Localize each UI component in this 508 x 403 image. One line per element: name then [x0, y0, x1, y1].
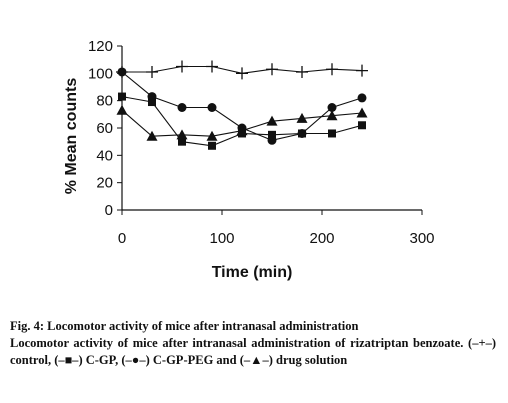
caption-text-cgp-peg: ) C-GP-PEG and ( [145, 353, 244, 367]
data-point-plus [296, 65, 308, 78]
data-point-triangle [176, 129, 188, 140]
caption-text-control: ) control, ( [10, 336, 496, 367]
data-point-circle [327, 103, 337, 112]
y-tick-label: 80 [96, 93, 113, 110]
x-tick-label: 0 [118, 230, 126, 247]
data-point-triangle [266, 115, 278, 126]
data-point-plus [356, 64, 368, 77]
data-point-square [358, 121, 366, 130]
x-tick-label: 200 [309, 230, 334, 247]
data-point-square [328, 129, 336, 138]
data-point-triangle [296, 112, 308, 123]
data-point-circle [177, 103, 187, 112]
legend-symbol-cgp: –■– [58, 353, 79, 367]
data-point-plus [236, 67, 248, 80]
caption-text-drug: ) drug solution [268, 353, 348, 367]
figure-caption: Fig. 4: Locomotor activity of mice after… [10, 318, 496, 369]
data-point-triangle [146, 130, 158, 141]
caption-title: Fig. 4: Locomotor activity of mice after… [10, 319, 359, 333]
y-tick-label: 100 [88, 65, 113, 82]
legend-symbol-cgp-peg: –●– [125, 353, 146, 367]
series-square [118, 92, 366, 150]
data-point-circle [207, 103, 217, 112]
series-line-square [121, 96, 363, 147]
data-point-circle [117, 67, 127, 77]
data-point-circle [147, 92, 157, 102]
data-point-circle [267, 135, 277, 145]
data-point-plus [206, 60, 218, 73]
x-tick-label: 100 [209, 230, 234, 247]
data-point-square [148, 98, 156, 107]
y-tick-label: 20 [96, 175, 113, 192]
labels-layer: 0 20 40 60 80 100 120 0 100 200 300 Time (min) % Mea… [63, 38, 435, 281]
series-layer [116, 60, 368, 150]
axes [117, 45, 423, 215]
data-point-triangle [356, 107, 368, 118]
series-triangle [116, 104, 368, 141]
data-point-triangle [206, 130, 218, 141]
x-axis-title: Time (min) [212, 264, 293, 281]
data-point-plus [176, 60, 188, 73]
y-tick-label: 120 [88, 38, 113, 55]
data-point-square [178, 137, 186, 146]
data-point-triangle [236, 125, 248, 136]
data-point-triangle [116, 104, 128, 115]
caption-text-start: Locomotor activity of mice after intrana… [10, 336, 473, 350]
data-point-plus [326, 63, 338, 76]
series-plus [116, 60, 368, 80]
legend-symbol-drug: –▲– [243, 353, 269, 367]
data-point-triangle [326, 110, 338, 121]
data-point-square [208, 141, 216, 150]
caption-body: Locomotor activity of mice after intrana… [10, 336, 496, 367]
y-axis-title: % Mean counts [63, 78, 80, 195]
data-point-square [268, 130, 276, 139]
data-point-circle [297, 128, 307, 138]
caption-text-cgp: ) C-GP, ( [78, 353, 126, 367]
line-chart: 0 20 40 60 80 100 120 0 100 200 300 Time (min) % Mea… [63, 38, 435, 281]
legend-symbol-control: –+– [472, 336, 492, 350]
data-point-circle [357, 93, 367, 103]
y-tick-label: 40 [96, 147, 113, 164]
x-tick-label: 300 [409, 230, 434, 247]
y-tick-label: 0 [105, 202, 113, 219]
data-point-plus [266, 63, 278, 76]
y-tick-label: 60 [96, 120, 113, 137]
data-point-plus [146, 65, 158, 78]
data-point-square [118, 92, 126, 101]
